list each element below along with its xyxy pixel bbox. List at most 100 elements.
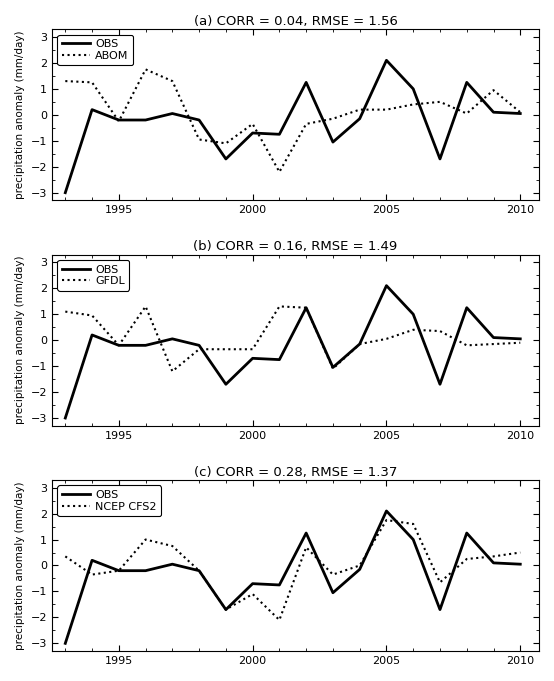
GFDL [169,367,176,375]
NCEP CFS2 [89,571,95,579]
ABOM [330,114,336,123]
ABOM [62,77,69,85]
Title: (a) CORR = 0.04, RMSE = 1.56: (a) CORR = 0.04, RMSE = 1.56 [193,15,397,28]
OBS [517,560,524,568]
OBS [89,556,95,565]
OBS [142,341,149,349]
NCEP CFS2 [142,535,149,543]
ABOM [223,140,229,148]
OBS [410,535,417,543]
GFDL [62,308,69,316]
NCEP CFS2 [463,555,470,563]
Line: GFDL: GFDL [65,306,520,371]
ABOM [276,168,283,176]
Legend: OBS, NCEP CFS2: OBS, NCEP CFS2 [58,486,161,516]
OBS [169,110,176,118]
OBS [410,84,417,93]
OBS [89,331,95,339]
GFDL [437,327,443,335]
OBS [330,138,336,146]
GFDL [490,340,497,348]
OBS [62,639,69,648]
OBS [223,155,229,163]
OBS [62,414,69,422]
NCEP CFS2 [383,516,390,524]
OBS [490,559,497,567]
GFDL [463,341,470,349]
NCEP CFS2 [115,567,122,575]
GFDL [223,345,229,353]
GFDL [115,341,122,349]
ABOM [437,98,443,106]
OBS [356,565,363,573]
OBS [196,116,202,124]
Line: ABOM: ABOM [65,69,520,172]
ABOM [410,100,417,108]
NCEP CFS2 [196,567,202,575]
NCEP CFS2 [356,561,363,569]
OBS [490,108,497,116]
ABOM [249,120,256,128]
OBS [276,581,283,589]
OBS [383,507,390,515]
NCEP CFS2 [490,552,497,560]
GFDL [383,335,390,343]
Y-axis label: precipitation anomaly (mm/day): precipitation anomaly (mm/day) [15,256,25,424]
NCEP CFS2 [276,616,283,624]
Title: (b) CORR = 0.16, RMSE = 1.49: (b) CORR = 0.16, RMSE = 1.49 [193,240,398,253]
OBS [356,114,363,123]
GFDL [517,338,524,347]
OBS [276,355,283,364]
OBS [142,567,149,575]
ABOM [517,108,524,116]
OBS [115,341,122,349]
OBS [383,57,390,65]
OBS [303,78,310,86]
ABOM [303,120,310,128]
OBS [303,529,310,537]
ABOM [490,86,497,94]
OBS [249,129,256,137]
GFDL [142,302,149,311]
OBS [62,189,69,197]
OBS [517,110,524,118]
GFDL [330,364,336,373]
ABOM [142,65,149,74]
GFDL [249,345,256,353]
ABOM [463,110,470,118]
Title: (c) CORR = 0.28, RMSE = 1.37: (c) CORR = 0.28, RMSE = 1.37 [194,466,397,479]
OBS [249,354,256,362]
Legend: OBS, ABOM: OBS, ABOM [58,35,133,65]
OBS [490,334,497,342]
OBS [463,78,470,86]
OBS [142,116,149,124]
OBS [437,605,443,614]
OBS [303,304,310,312]
OBS [223,380,229,388]
NCEP CFS2 [169,542,176,550]
OBS [410,310,417,318]
Y-axis label: precipitation anomaly (mm/day): precipitation anomaly (mm/day) [15,31,25,199]
ABOM [356,106,363,114]
GFDL [196,345,202,353]
OBS [196,341,202,349]
NCEP CFS2 [517,548,524,556]
ABOM [115,117,122,125]
Line: OBS: OBS [65,61,520,193]
GFDL [276,302,283,311]
OBS [249,580,256,588]
OBS [330,364,336,372]
Line: OBS: OBS [65,511,520,644]
OBS [517,335,524,343]
OBS [223,605,229,614]
GFDL [89,311,95,319]
OBS [463,529,470,537]
Line: NCEP CFS2: NCEP CFS2 [65,520,520,620]
ABOM [196,136,202,144]
OBS [437,155,443,163]
OBS [115,567,122,575]
ABOM [383,106,390,114]
ABOM [89,78,95,86]
GFDL [410,326,417,334]
NCEP CFS2 [223,605,229,614]
